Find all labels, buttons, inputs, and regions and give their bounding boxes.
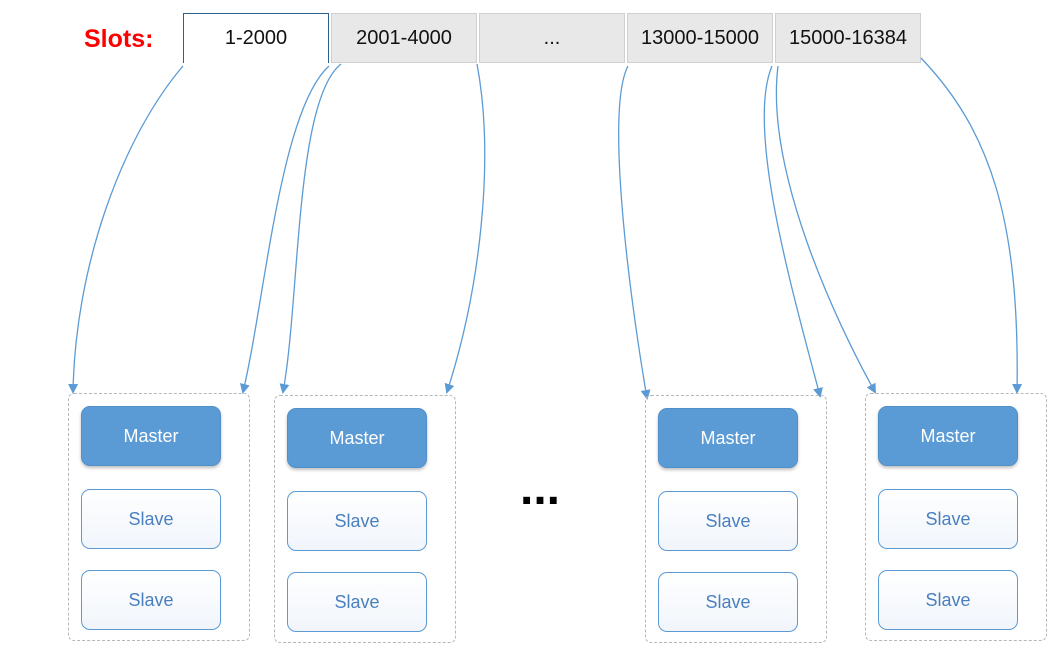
slot-range-ellipsis: ... — [479, 13, 625, 63]
slot-range-3: 13000-15000 — [627, 13, 773, 63]
node-group-2: Master Slave Slave — [274, 395, 456, 643]
slave-node: Slave — [81, 489, 221, 549]
arrow-slot2-group2-right — [444, 63, 486, 394]
node-group-4: Master Slave Slave — [865, 393, 1047, 641]
node-group-1: Master Slave Slave — [68, 393, 250, 641]
master-node: Master — [878, 406, 1018, 466]
master-node: Master — [658, 408, 798, 468]
slot-range-2: 2001-4000 — [331, 13, 477, 63]
arrow-slot3-group3-right — [763, 65, 823, 398]
slave-node: Slave — [287, 572, 427, 632]
slave-node: Slave — [658, 572, 798, 632]
arrow-slot3-group3-left — [618, 65, 651, 400]
arrow-slot1-group1-left — [68, 65, 184, 394]
slave-node: Slave — [658, 491, 798, 551]
slot-range-1: 1-2000 — [183, 13, 329, 63]
arrow-slot4-group4-left — [775, 65, 876, 394]
arrow-slot4-group4-right — [920, 57, 1023, 394]
slots-label: Slots: — [84, 25, 154, 53]
slot-range-4: 15000-16384 — [775, 13, 921, 63]
master-node: Master — [81, 406, 221, 466]
master-node: Master — [287, 408, 427, 468]
slave-node: Slave — [81, 570, 221, 630]
arrow-slot2-group2-left — [279, 63, 342, 394]
node-group-3: Master Slave Slave — [645, 395, 827, 643]
slave-node: Slave — [878, 570, 1018, 630]
slave-node: Slave — [287, 491, 427, 551]
slave-node: Slave — [878, 489, 1018, 549]
arrow-slot1-group1-right — [239, 65, 330, 394]
more-groups-ellipsis: ... — [520, 462, 561, 515]
